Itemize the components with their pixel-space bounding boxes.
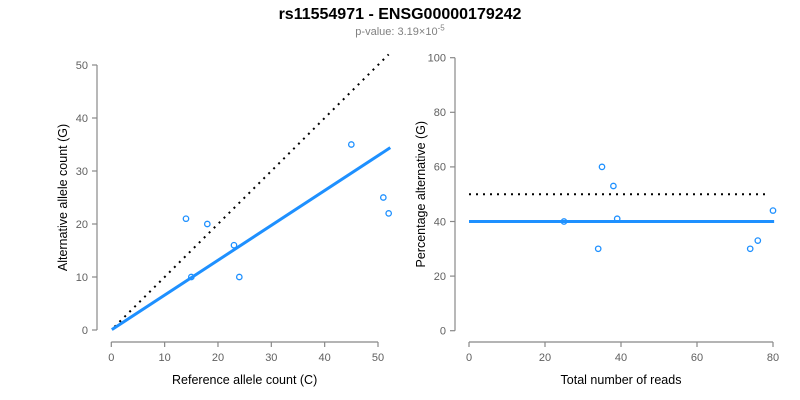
percentage-plot: 0 20 40 60 80 100 0 20 40 60 80 Total number of rea… xyxy=(414,53,779,388)
y-tick-label: 30 xyxy=(76,166,88,178)
y-tick-label: 0 xyxy=(82,325,88,337)
data-point xyxy=(754,237,762,244)
x-axis-title: Total number of reads xyxy=(561,373,682,387)
x-tick-label: 20 xyxy=(212,352,224,364)
data-point xyxy=(746,245,754,253)
x-tick-label: 10 xyxy=(159,352,171,364)
p-value-text: p-value: 3.19×10 xyxy=(355,26,438,38)
data-point xyxy=(379,194,387,201)
x-axis-title: Reference allele count (C) xyxy=(172,373,317,387)
y-tick-label: 20 xyxy=(434,271,446,283)
y-tick-label: 50 xyxy=(76,60,88,72)
data-point xyxy=(203,220,211,228)
data-point xyxy=(594,245,602,253)
allele-count-plot: 0 10 20 30 40 50 0 10 20 30 40 50 Reference allele c… xyxy=(56,53,393,387)
data-point xyxy=(560,218,568,225)
p-value-subtitle: p-value: 3.19×10-5 xyxy=(0,23,800,38)
x-tick-label: 30 xyxy=(265,352,277,364)
x-tick-label: 40 xyxy=(615,352,627,364)
identity-line xyxy=(113,53,390,328)
y-tick-label: 80 xyxy=(434,107,446,119)
x-tick-label: 0 xyxy=(466,352,472,364)
regression-line xyxy=(111,146,392,331)
y-tick-label: 0 xyxy=(440,326,446,338)
x-tick-label: 60 xyxy=(691,352,703,364)
x-tick-label: 50 xyxy=(372,352,384,364)
x-tick-label: 80 xyxy=(767,352,779,364)
data-point xyxy=(182,215,190,223)
x-tick-label: 0 xyxy=(108,352,114,364)
data-point xyxy=(610,182,617,190)
y-tick-label: 60 xyxy=(434,162,446,174)
figure-title: rs11554971 - ENSG00000179242 xyxy=(278,6,522,23)
data-point xyxy=(187,273,195,281)
y-tick-label: 40 xyxy=(76,113,88,125)
y-axis-title: Percentage alternative (G) xyxy=(414,121,428,268)
y-tick-label: 40 xyxy=(434,216,446,228)
data-point xyxy=(598,163,606,171)
data-point xyxy=(613,215,621,223)
data-point xyxy=(347,141,355,148)
x-tick-label: 20 xyxy=(539,352,551,364)
data-point xyxy=(235,273,243,281)
x-tick-label: 40 xyxy=(319,352,331,364)
y-tick-label: 100 xyxy=(428,53,446,65)
data-point xyxy=(230,241,238,249)
y-tick-label: 10 xyxy=(76,272,88,284)
data-point xyxy=(769,207,777,214)
y-axis-title: Alternative allele count (G) xyxy=(56,124,70,271)
y-tick-label: 20 xyxy=(76,219,88,231)
p-value-exponent: -5 xyxy=(437,23,445,33)
data-point xyxy=(385,210,393,217)
